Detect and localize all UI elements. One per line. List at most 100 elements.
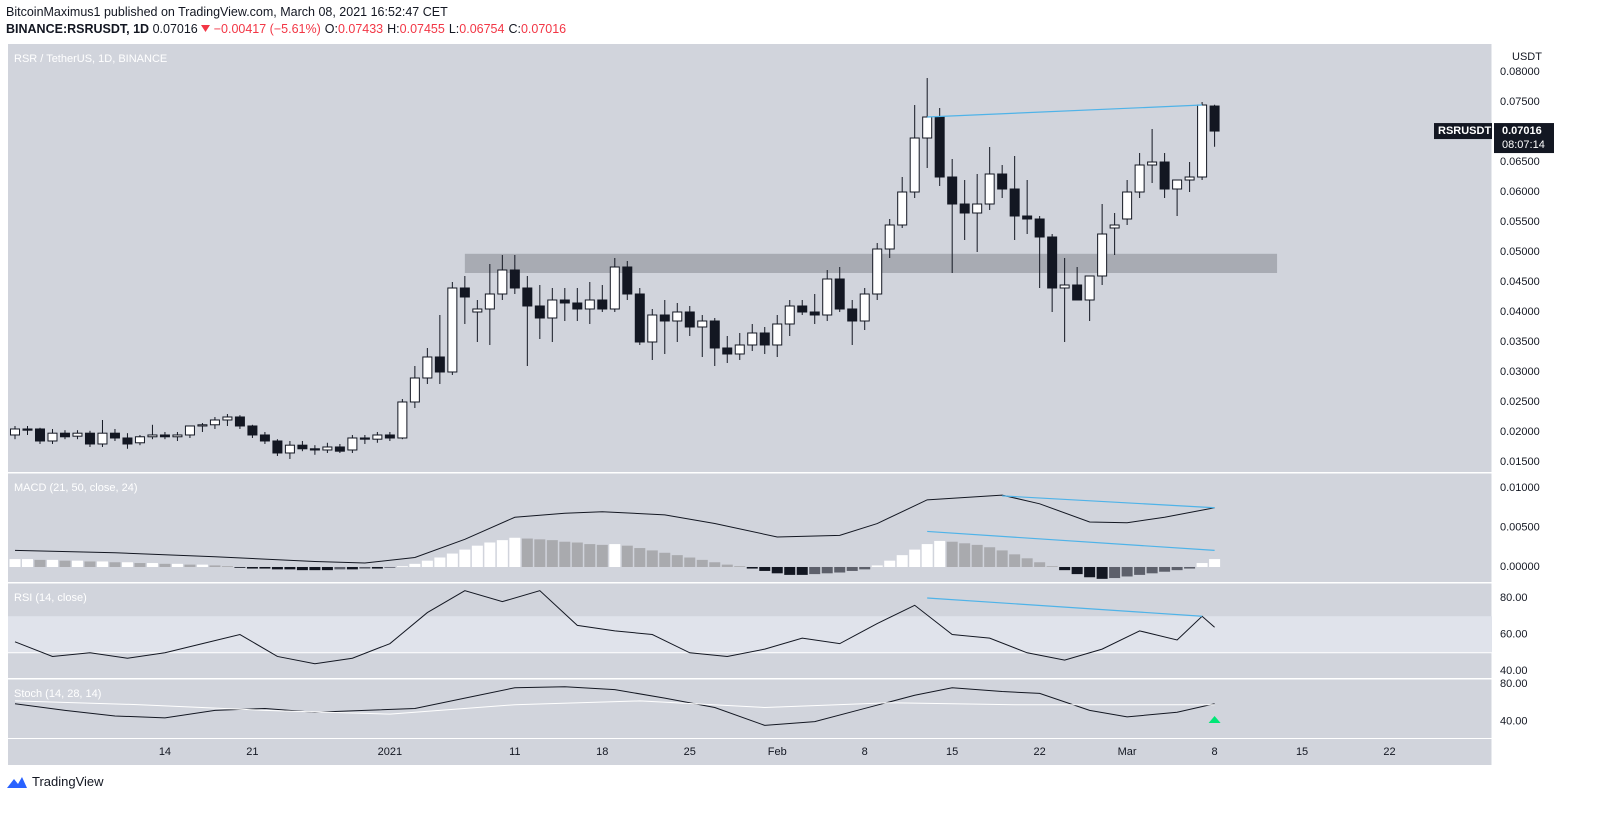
candle-body	[34, 428, 45, 442]
ohlc-value: 0.07455	[399, 22, 445, 36]
histogram-bar	[696, 559, 708, 567]
candle-body	[734, 344, 745, 355]
candle-body	[1109, 224, 1120, 229]
histogram-bar	[1034, 562, 1046, 567]
pane-background	[8, 679, 1492, 738]
histogram-bar	[9, 559, 21, 567]
candle-body	[484, 293, 495, 310]
histogram-bar	[196, 564, 208, 567]
candle-body	[859, 293, 870, 322]
histogram-bar	[259, 566, 271, 569]
histogram-bar	[646, 550, 658, 567]
candle-body	[1059, 284, 1070, 289]
y-tick-label: 0.02000	[1500, 426, 1540, 438]
candle-body	[997, 173, 1008, 190]
histogram-bar	[159, 563, 171, 567]
price-tag	[1494, 123, 1554, 154]
histogram-bar	[546, 540, 558, 567]
histogram-bar	[959, 543, 971, 567]
rsi-band	[8, 616, 1492, 653]
candle-body	[547, 299, 558, 319]
candle-body	[22, 428, 33, 431]
histogram-bar	[59, 560, 71, 567]
histogram-bar	[459, 549, 471, 567]
candle-body	[922, 116, 933, 139]
histogram-bar	[1021, 558, 1033, 567]
histogram-bar	[396, 566, 408, 567]
histogram-bar	[446, 553, 458, 567]
histogram-bar	[271, 566, 283, 570]
histogram-bar	[534, 539, 546, 567]
y-tick-label: 80.00	[1500, 678, 1528, 690]
candle-body	[409, 377, 420, 403]
histogram-bar	[634, 548, 646, 567]
candle-body	[872, 248, 883, 295]
candle-body	[422, 356, 433, 379]
author: BitcoinMaximus1	[6, 5, 101, 19]
candle-body	[522, 287, 533, 307]
candle-body	[172, 434, 183, 438]
candle-body	[1072, 284, 1083, 301]
logo	[7, 776, 27, 788]
candle-body	[309, 448, 320, 451]
histogram-bar	[34, 559, 46, 567]
histogram-bar	[809, 566, 821, 575]
histogram-bar	[934, 540, 946, 567]
histogram-bar	[596, 544, 608, 567]
indicator-line	[14, 686, 1215, 726]
x-tick-label: 11	[509, 746, 520, 758]
x-tick-label: 22	[1034, 746, 1046, 758]
y-tick-label: 0.02500	[1500, 396, 1540, 408]
candle-body	[1084, 275, 1095, 301]
candle-body	[672, 311, 683, 322]
histogram-bar	[884, 560, 896, 567]
candle-body	[509, 269, 520, 289]
ohlc-key: L:	[448, 22, 460, 36]
candle-body	[1122, 191, 1133, 220]
y-tick-label: 0.08000	[1500, 66, 1540, 78]
x-tick-label: Mar	[1118, 746, 1137, 758]
histogram-bar	[621, 545, 633, 567]
candle-body	[47, 432, 58, 442]
histogram-bar	[784, 566, 796, 575]
histogram-bar	[1134, 566, 1146, 575]
last: 0.07016	[152, 22, 198, 36]
histogram-bar	[46, 559, 58, 567]
candle-body	[497, 269, 508, 295]
y-tick-label: 0.05000	[1500, 246, 1540, 258]
x-tick-label: 22	[1383, 746, 1395, 758]
histogram-bar	[1196, 563, 1208, 567]
candle-body	[9, 428, 20, 436]
trendline	[1002, 495, 1215, 509]
candle-body	[847, 308, 858, 322]
trendline	[927, 597, 1203, 617]
candle-body	[609, 266, 620, 310]
ohlc-key: O:	[324, 22, 338, 36]
candle-body	[359, 437, 370, 440]
price-tag-value: 0.07016	[1502, 125, 1542, 137]
y-tick-label: 40.00	[1500, 665, 1528, 677]
candle-body	[947, 176, 958, 205]
candle-body	[334, 446, 345, 452]
candle-body	[1047, 236, 1058, 289]
down-arrow	[201, 25, 211, 32]
price-tag-countdown: 08:07:14	[1502, 139, 1545, 151]
histogram-bar	[321, 566, 333, 571]
histogram-bar	[1084, 566, 1096, 578]
candle-body	[884, 224, 895, 250]
candle-body	[72, 432, 83, 437]
histogram-bar	[1046, 566, 1058, 567]
candle-body	[759, 332, 770, 346]
candle-body	[559, 299, 570, 304]
ohlc-value: 0.07016	[520, 22, 567, 36]
histogram-bar	[721, 564, 733, 567]
histogram-bar	[184, 564, 196, 567]
ohlc-value: 0.07433	[337, 22, 384, 36]
histogram-bar	[896, 555, 908, 567]
histogram-bar	[1109, 566, 1121, 579]
histogram-bar	[371, 566, 383, 569]
histogram-bar	[246, 566, 258, 569]
histogram-bar	[171, 563, 183, 567]
y-tick-label: 0.04000	[1500, 306, 1540, 318]
candle-body	[934, 116, 945, 178]
